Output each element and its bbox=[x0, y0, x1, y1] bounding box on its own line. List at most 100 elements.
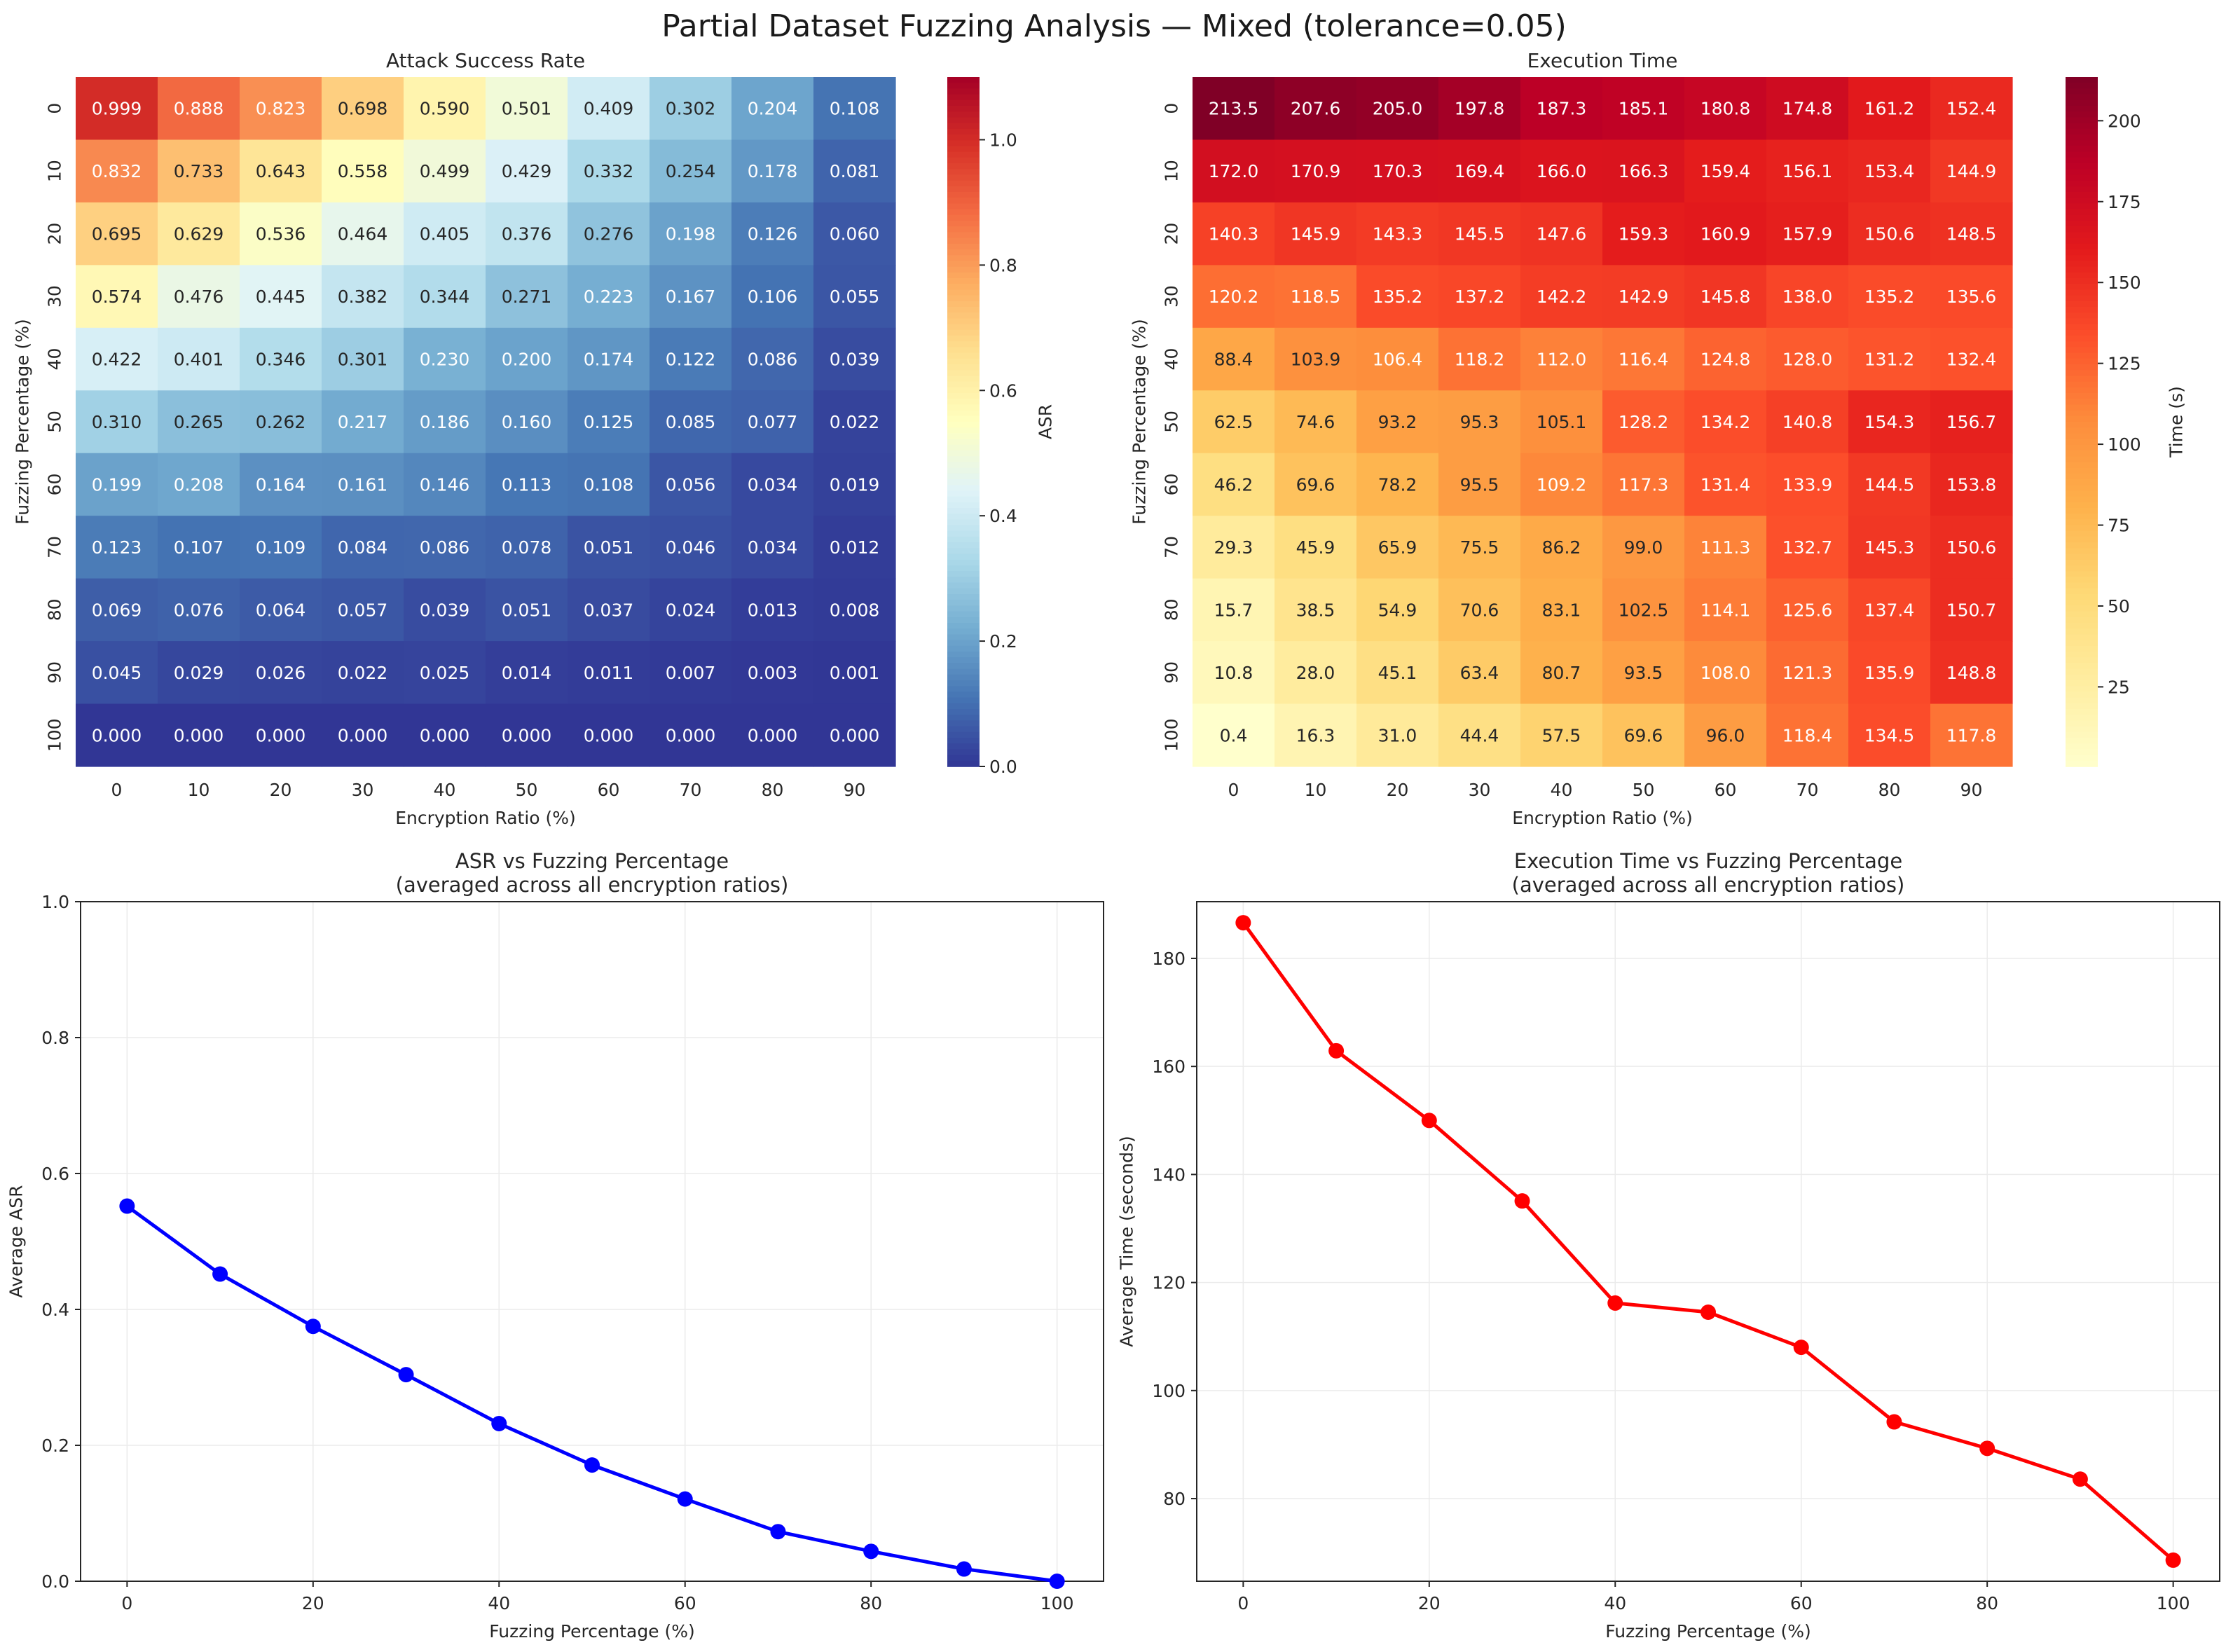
heatmap-cell-label: 0.051 bbox=[502, 600, 552, 620]
heatmap-cell-label: 137.2 bbox=[1455, 287, 1505, 307]
y-tick-label: 80 bbox=[45, 598, 65, 621]
plot-frame bbox=[80, 901, 1104, 1582]
data-point bbox=[1514, 1193, 1530, 1209]
colorbar-segment bbox=[947, 502, 980, 509]
heatmap-cell bbox=[1930, 77, 2013, 141]
heatmap-cell bbox=[158, 265, 240, 329]
heatmap-cell-label: 0.310 bbox=[92, 412, 142, 432]
heatmap-cell-label: 0.122 bbox=[666, 350, 716, 370]
heatmap-cell-label: 161.2 bbox=[1864, 99, 1915, 119]
heatmap-cell-label: 0.046 bbox=[666, 537, 716, 558]
heatmap-cell-label: 0.733 bbox=[174, 161, 224, 181]
heatmap-cell-label: 213.5 bbox=[1209, 99, 1259, 119]
heatmap-cell bbox=[76, 578, 158, 642]
colorbar-segment bbox=[2066, 387, 2098, 394]
heatmap-cell-label: 0.643 bbox=[256, 161, 306, 181]
heatmap-cell-label: 0.464 bbox=[338, 224, 388, 245]
heatmap-cell-label: 0.164 bbox=[256, 474, 306, 495]
heatmap-cell bbox=[650, 453, 732, 516]
heatmap-cell bbox=[1193, 202, 1275, 266]
colorbar-segment bbox=[2066, 151, 2098, 158]
heatmap-cell-label: 0.057 bbox=[338, 600, 388, 620]
heatmap-cell bbox=[1766, 703, 1849, 767]
x-tick-label: 60 bbox=[1790, 1593, 1813, 1613]
heatmap-cell-label: 0.200 bbox=[502, 350, 552, 370]
heatmap-cell bbox=[1438, 578, 1521, 642]
heatmap-cell bbox=[731, 327, 814, 391]
colorbar-segment bbox=[2066, 341, 2098, 348]
heatmap-cell bbox=[813, 703, 896, 767]
heatmap-cell-label: 121.3 bbox=[1782, 663, 1833, 683]
colorbar-segment bbox=[2066, 645, 2098, 652]
heatmap-cell-label: 0.445 bbox=[256, 287, 306, 307]
colorbar-segment bbox=[2066, 738, 2098, 744]
colorbar-segment bbox=[947, 565, 980, 572]
colorbar-segment bbox=[2066, 278, 2098, 284]
heatmap-cell-label: 0.405 bbox=[420, 224, 470, 245]
plot-frame bbox=[1196, 901, 2220, 1582]
heatmap-cell-label: 132.7 bbox=[1782, 537, 1833, 558]
colorbar-segment bbox=[947, 743, 980, 750]
x-tick-label: 0 bbox=[1237, 1593, 1249, 1613]
heatmap-cell bbox=[1520, 327, 1603, 391]
y-tick-label: 60 bbox=[1162, 474, 1182, 496]
heatmap-cell bbox=[1766, 390, 1849, 454]
colorbar-segment bbox=[2066, 462, 2098, 469]
colorbar-segment bbox=[947, 381, 980, 388]
colorbar-segment bbox=[947, 169, 980, 176]
heatmap-cell bbox=[158, 703, 240, 767]
x-axis-label: Encryption Ratio (%) bbox=[395, 808, 576, 828]
heatmap-cell bbox=[1520, 516, 1603, 579]
colorbar-segment bbox=[947, 485, 980, 492]
heatmap-cell bbox=[158, 139, 240, 203]
x-tick-label: 20 bbox=[1418, 1593, 1441, 1613]
heatmap-cell-label: 134.5 bbox=[1864, 725, 1915, 745]
y-tick-label: 80 bbox=[1162, 598, 1182, 621]
x-axis-label: Fuzzing Percentage (%) bbox=[1605, 1621, 1811, 1641]
heatmap-cell bbox=[404, 703, 486, 767]
colorbar-segment bbox=[2066, 479, 2098, 486]
heatmap-cell-label: 0.429 bbox=[502, 161, 552, 181]
heatmap-cell-label: 0.013 bbox=[748, 600, 798, 620]
colorbar-segment bbox=[2066, 186, 2098, 193]
heatmap-cell-label: 57.5 bbox=[1542, 725, 1581, 745]
heatmap-cell bbox=[76, 390, 158, 454]
heatmap-cell-label: 0.039 bbox=[420, 600, 470, 620]
y-axis-label: Average ASR bbox=[6, 1185, 27, 1298]
heatmap-cell-label: 0.064 bbox=[256, 600, 306, 620]
colorbar-segment bbox=[2066, 530, 2098, 537]
y-tick-label: 90 bbox=[45, 661, 65, 684]
colorbar-segment bbox=[947, 645, 980, 652]
heatmap-cell-label: 0.499 bbox=[420, 161, 470, 181]
heatmap-cell-label: 0.055 bbox=[830, 287, 880, 307]
heatmap-cell-label: 0.109 bbox=[256, 537, 306, 558]
heatmap-cell-label: 0.012 bbox=[830, 537, 880, 558]
heatmap-cell-label: 74.6 bbox=[1296, 412, 1335, 432]
heatmap-cell bbox=[1275, 77, 1357, 141]
heatmap-cell-label: 135.6 bbox=[1946, 287, 1997, 307]
heatmap-cell-label: 0.001 bbox=[830, 663, 880, 683]
colorbar-segment bbox=[2066, 611, 2098, 618]
heatmap-cell bbox=[240, 202, 322, 266]
heatmap-cell-label: 0.198 bbox=[666, 224, 716, 245]
heatmap-cell-label: 0.085 bbox=[666, 412, 716, 432]
heatmap-cell bbox=[731, 139, 814, 203]
heatmap-cell bbox=[731, 202, 814, 266]
heatmap-cell-label: 0.000 bbox=[748, 725, 798, 745]
heatmap-cell bbox=[1848, 516, 1931, 579]
heatmap-cell bbox=[731, 453, 814, 516]
colorbar-segment bbox=[2066, 720, 2098, 727]
colorbar-segment bbox=[2066, 565, 2098, 572]
y-tick-label: 1.0 bbox=[41, 892, 69, 912]
heatmap-cell bbox=[1602, 578, 1685, 642]
heatmap-cell-label: 78.2 bbox=[1378, 474, 1417, 495]
colorbar-segment bbox=[947, 548, 980, 555]
colorbar-segment bbox=[947, 542, 980, 549]
asr-heatmap: Attack Success Rate 0.999 0.888 0.823 0.698 0… bbox=[13, 49, 1056, 828]
heatmap-cell-label: 0.000 bbox=[420, 725, 470, 745]
heatmap-cell bbox=[1356, 202, 1439, 266]
x-tick-label: 60 bbox=[674, 1593, 696, 1613]
colorbar-label: ASR bbox=[1036, 404, 1056, 439]
heatmap-cell bbox=[1520, 641, 1603, 705]
colorbar-segment bbox=[947, 755, 980, 762]
